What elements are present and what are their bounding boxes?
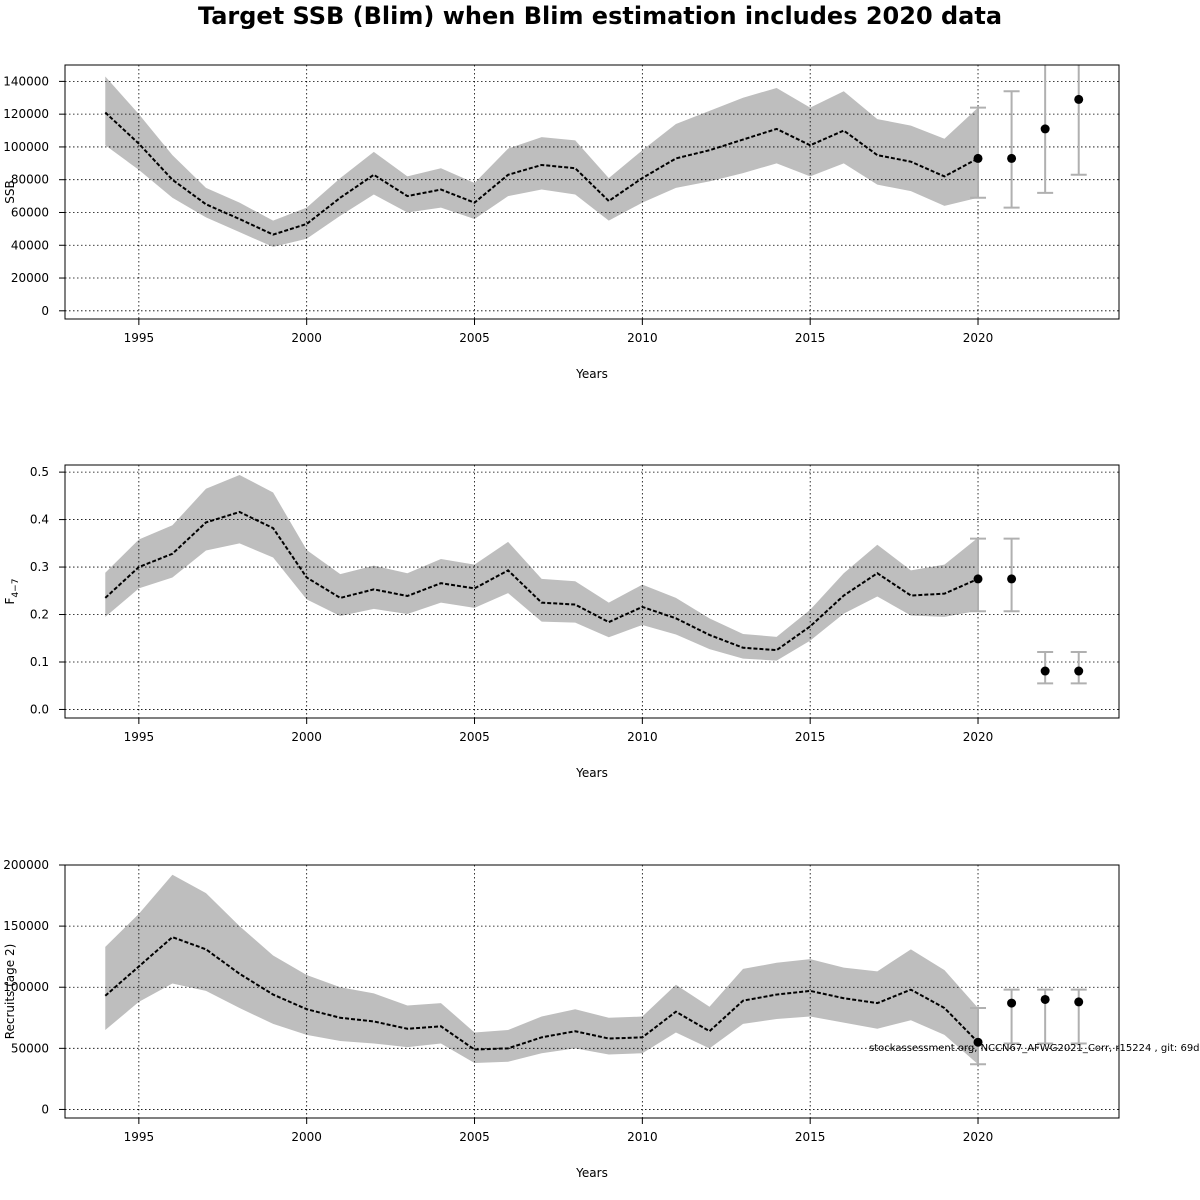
panels: 1995 2000 2005 2010 2015 20200200004000060000… <box>3 64 1120 1180</box>
y-tick-label: 140000 <box>3 74 49 88</box>
y-tick-label: 100000 <box>3 980 49 994</box>
estimate-line <box>104 935 979 1051</box>
y-axis-label: F4−7 <box>3 579 21 605</box>
x-tick-label: 2015 <box>795 331 826 345</box>
y-tick-label: 0.2 <box>30 608 49 622</box>
x-tick-label: 2000 <box>291 730 322 744</box>
y-tick-label: 0.4 <box>30 513 49 527</box>
confidence-band <box>105 874 979 1065</box>
x-tick-label: 1995 <box>124 1130 155 1144</box>
x-tick-label: 2010 <box>627 1130 658 1144</box>
x-tick-label: 2020 <box>963 331 994 345</box>
x-tick-label: 2015 <box>795 730 826 744</box>
estimate-line <box>104 510 979 652</box>
projection-point <box>1074 666 1084 676</box>
x-tick-label: 1995 <box>124 730 155 744</box>
x-axis-label: Years <box>575 766 608 780</box>
y-tick-label: 200000 <box>3 858 49 872</box>
projection-point <box>1007 574 1017 584</box>
plot-frame <box>64 64 1120 320</box>
projection-point <box>1074 94 1084 104</box>
x-tick-label: 2005 <box>459 730 490 744</box>
projection-point <box>1040 124 1050 134</box>
projection-point <box>1040 666 1050 676</box>
plot-frame <box>64 864 1120 1119</box>
x-axis-label: Years <box>575 1166 608 1180</box>
y-tick-label: 0.0 <box>30 702 49 716</box>
x-tick-label: 2005 <box>459 331 490 345</box>
projection-point <box>973 153 983 163</box>
y-axis-label-subscript: 4−7 <box>11 579 21 598</box>
y-tick-label: 0.5 <box>30 465 49 479</box>
main-title: Target SSB (Blim) when Blim estimation i… <box>198 2 1002 30</box>
confidence-band <box>105 76 979 247</box>
x-tick-label: 2010 <box>627 331 658 345</box>
y-axis-label: Recruits (age 2) <box>3 944 17 1040</box>
x-tick-label: 2005 <box>459 1130 490 1144</box>
x-tick-label: 2015 <box>795 1130 826 1144</box>
y-axis-label: SSB <box>3 180 17 203</box>
y-tick-label: 80000 <box>11 173 49 187</box>
y-tick-label: 0 <box>41 304 49 318</box>
y-tick-label: 120000 <box>3 107 49 121</box>
x-tick-label: 1995 <box>124 331 155 345</box>
x-tick-label: 2000 <box>291 1130 322 1144</box>
chart-panel-3: 1995 2000 2005 2010 2015 2020 0 50000 100000 1500… <box>3 858 1120 1180</box>
projection-point <box>1007 998 1017 1008</box>
footer-note: stockassessment.org, NCCN67_AFWG2021_Cor… <box>869 1043 1200 1054</box>
y-tick-label: 150000 <box>3 919 49 933</box>
projection-point <box>1040 994 1050 1004</box>
chart-panel-1: 1995 2000 2005 2010 2015 2020 0 20000 40000 60000… <box>3 64 1120 381</box>
confidence-band <box>105 474 979 661</box>
projection-point <box>1007 153 1017 163</box>
y-tick-label: 100000 <box>3 140 49 154</box>
estimate-line <box>104 111 979 236</box>
plot-frame <box>64 464 1120 719</box>
x-tick-label: 2000 <box>291 331 322 345</box>
x-tick-label: 2020 <box>963 1130 994 1144</box>
projection-point <box>1074 997 1084 1007</box>
y-tick-label: 40000 <box>11 238 49 252</box>
y-tick-label: 20000 <box>11 271 49 285</box>
chart-panel-2: 1995 2000 2005 2010 2015 2020 0.0 0.1 0.2 0.3 0.4 0… <box>3 464 1120 780</box>
x-tick-label: 2010 <box>627 730 658 744</box>
projection-point <box>973 574 983 584</box>
x-tick-label: 2020 <box>963 730 994 744</box>
projection-point <box>973 1037 983 1047</box>
y-tick-label: 0 <box>41 1102 49 1116</box>
x-axis-label: Years <box>575 367 608 381</box>
y-tick-label: 50000 <box>11 1041 49 1055</box>
y-tick-label: 60000 <box>11 205 49 219</box>
y-tick-label: 0.3 <box>30 560 49 574</box>
y-tick-label: 0.1 <box>30 655 49 669</box>
